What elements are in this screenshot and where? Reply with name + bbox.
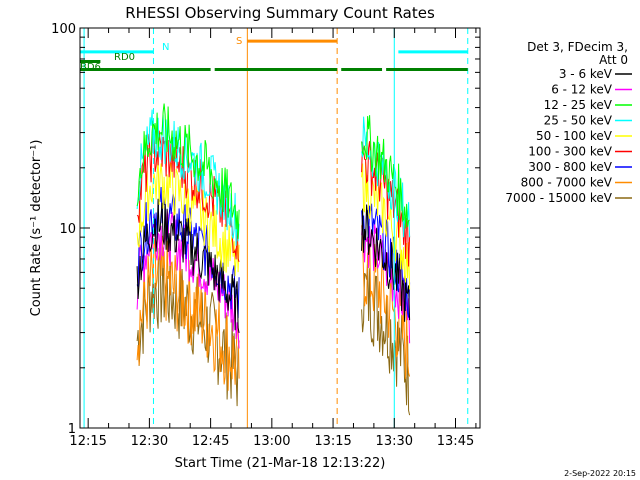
chart-title: RHESSI Observing Summary Count Rates — [125, 4, 435, 22]
x-tick-label: 12:15 — [69, 434, 106, 449]
y-tick-label: 100 — [51, 22, 76, 37]
legend-label: 3 - 6 keV — [559, 67, 613, 81]
x-tick-label: 13:00 — [253, 434, 290, 449]
legend-header-line-1: Det 3, FDecim 3, — [527, 40, 628, 54]
legend-label: 6 - 12 keV — [551, 83, 613, 97]
y-tick-label: 1 — [68, 422, 76, 437]
series-trace — [136, 186, 240, 319]
series-trace — [361, 115, 410, 229]
x-tick-label: 13:15 — [314, 434, 351, 449]
legend-label: 25 - 50 keV — [544, 114, 613, 128]
x-axis-label: Start Time (21-Mar-18 12:13:22) — [175, 456, 386, 471]
legend-label: 800 - 7000 keV — [521, 176, 613, 190]
legend-label: 300 - 800 keV — [528, 160, 612, 174]
series-trace — [361, 141, 411, 267]
x-tick-label: 13:45 — [437, 434, 474, 449]
flag-bar-label: N — [162, 42, 169, 53]
series-trace — [136, 157, 240, 277]
legend-label: 100 - 300 keV — [528, 145, 612, 159]
series-trace — [361, 204, 411, 322]
series-trace — [361, 203, 411, 318]
legend-label: 12 - 25 keV — [544, 98, 613, 112]
flag-bar-label: RD0 — [114, 52, 135, 63]
legend-header-line-2: Att 0 — [599, 53, 628, 67]
series-trace — [136, 235, 240, 391]
legend-label: 50 - 100 keV — [536, 129, 613, 143]
x-tick-label: 12:30 — [131, 434, 168, 449]
y-tick-label: 10 — [59, 222, 76, 237]
x-tick-label: 12:45 — [192, 434, 229, 449]
flag-bar-label: BD6 — [80, 62, 101, 73]
legend-label: 7000 - 15000 keV — [505, 191, 612, 205]
series-trace — [136, 103, 240, 239]
series-trace — [136, 198, 240, 333]
x-tick-label: 13:30 — [376, 434, 413, 449]
timestamp: 2-Sep-2022 20:15 — [564, 469, 636, 478]
flag-bar-label: S — [236, 36, 242, 47]
plot-area: N S RD0 BD6 1 10 100 12:15 12:30 12:45 13:00 13:15 1… — [51, 22, 481, 449]
y-axis-label: Count Rate (s⁻¹ detector⁻¹) — [29, 140, 44, 317]
series-trace — [361, 162, 411, 290]
